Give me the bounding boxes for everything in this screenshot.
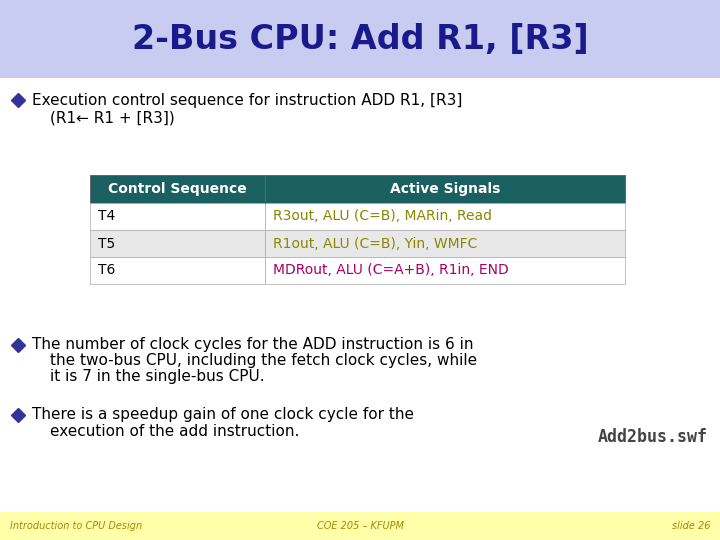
Text: T4: T4 [98,210,115,224]
Text: it is 7 in the single-bus CPU.: it is 7 in the single-bus CPU. [50,369,265,384]
Bar [90,230,265,257]
Text: T5: T5 [98,237,115,251]
Text: Add2bus.swf: Add2bus.swf [598,428,708,446]
Text: Control Sequence: Control Sequence [108,182,247,196]
Text: The number of clock cycles for the ADD instruction is 6 in: The number of clock cycles for the ADD i… [32,338,474,353]
Text: slide 26: slide 26 [672,521,710,531]
Bar [265,230,625,257]
Text: the two-bus CPU, including the fetch clock cycles, while: the two-bus CPU, including the fetch clo… [50,354,477,368]
Bar [90,175,625,203]
Text: MDRout, ALU (C=A+B), R1in, END: MDRout, ALU (C=A+B), R1in, END [273,264,509,278]
Bar [0,512,720,540]
Text: 2-Bus CPU: Add R1, [R3]: 2-Bus CPU: Add R1, [R3] [132,23,588,56]
Text: (R1← R1 + [R3]): (R1← R1 + [R3]) [50,111,175,125]
Bar [0,0,720,78]
Text: Active Signals: Active Signals [390,182,500,196]
Text: T6: T6 [98,264,115,278]
Text: COE 205 – KFUPM: COE 205 – KFUPM [317,521,403,531]
Bar [265,203,625,230]
Text: execution of the add instruction.: execution of the add instruction. [50,423,300,438]
Text: Introduction to CPU Design: Introduction to CPU Design [10,521,142,531]
Text: R3out, ALU (C=B), MARin, Read: R3out, ALU (C=B), MARin, Read [273,210,492,224]
Bar [90,257,265,284]
Bar [90,203,265,230]
Bar [0,78,720,512]
Bar [265,257,625,284]
Text: Execution control sequence for instruction ADD R1, [R3]: Execution control sequence for instructi… [32,92,462,107]
Text: R1out, ALU (C=B), Yin, WMFC: R1out, ALU (C=B), Yin, WMFC [273,237,477,251]
Text: There is a speedup gain of one clock cycle for the: There is a speedup gain of one clock cyc… [32,408,414,422]
